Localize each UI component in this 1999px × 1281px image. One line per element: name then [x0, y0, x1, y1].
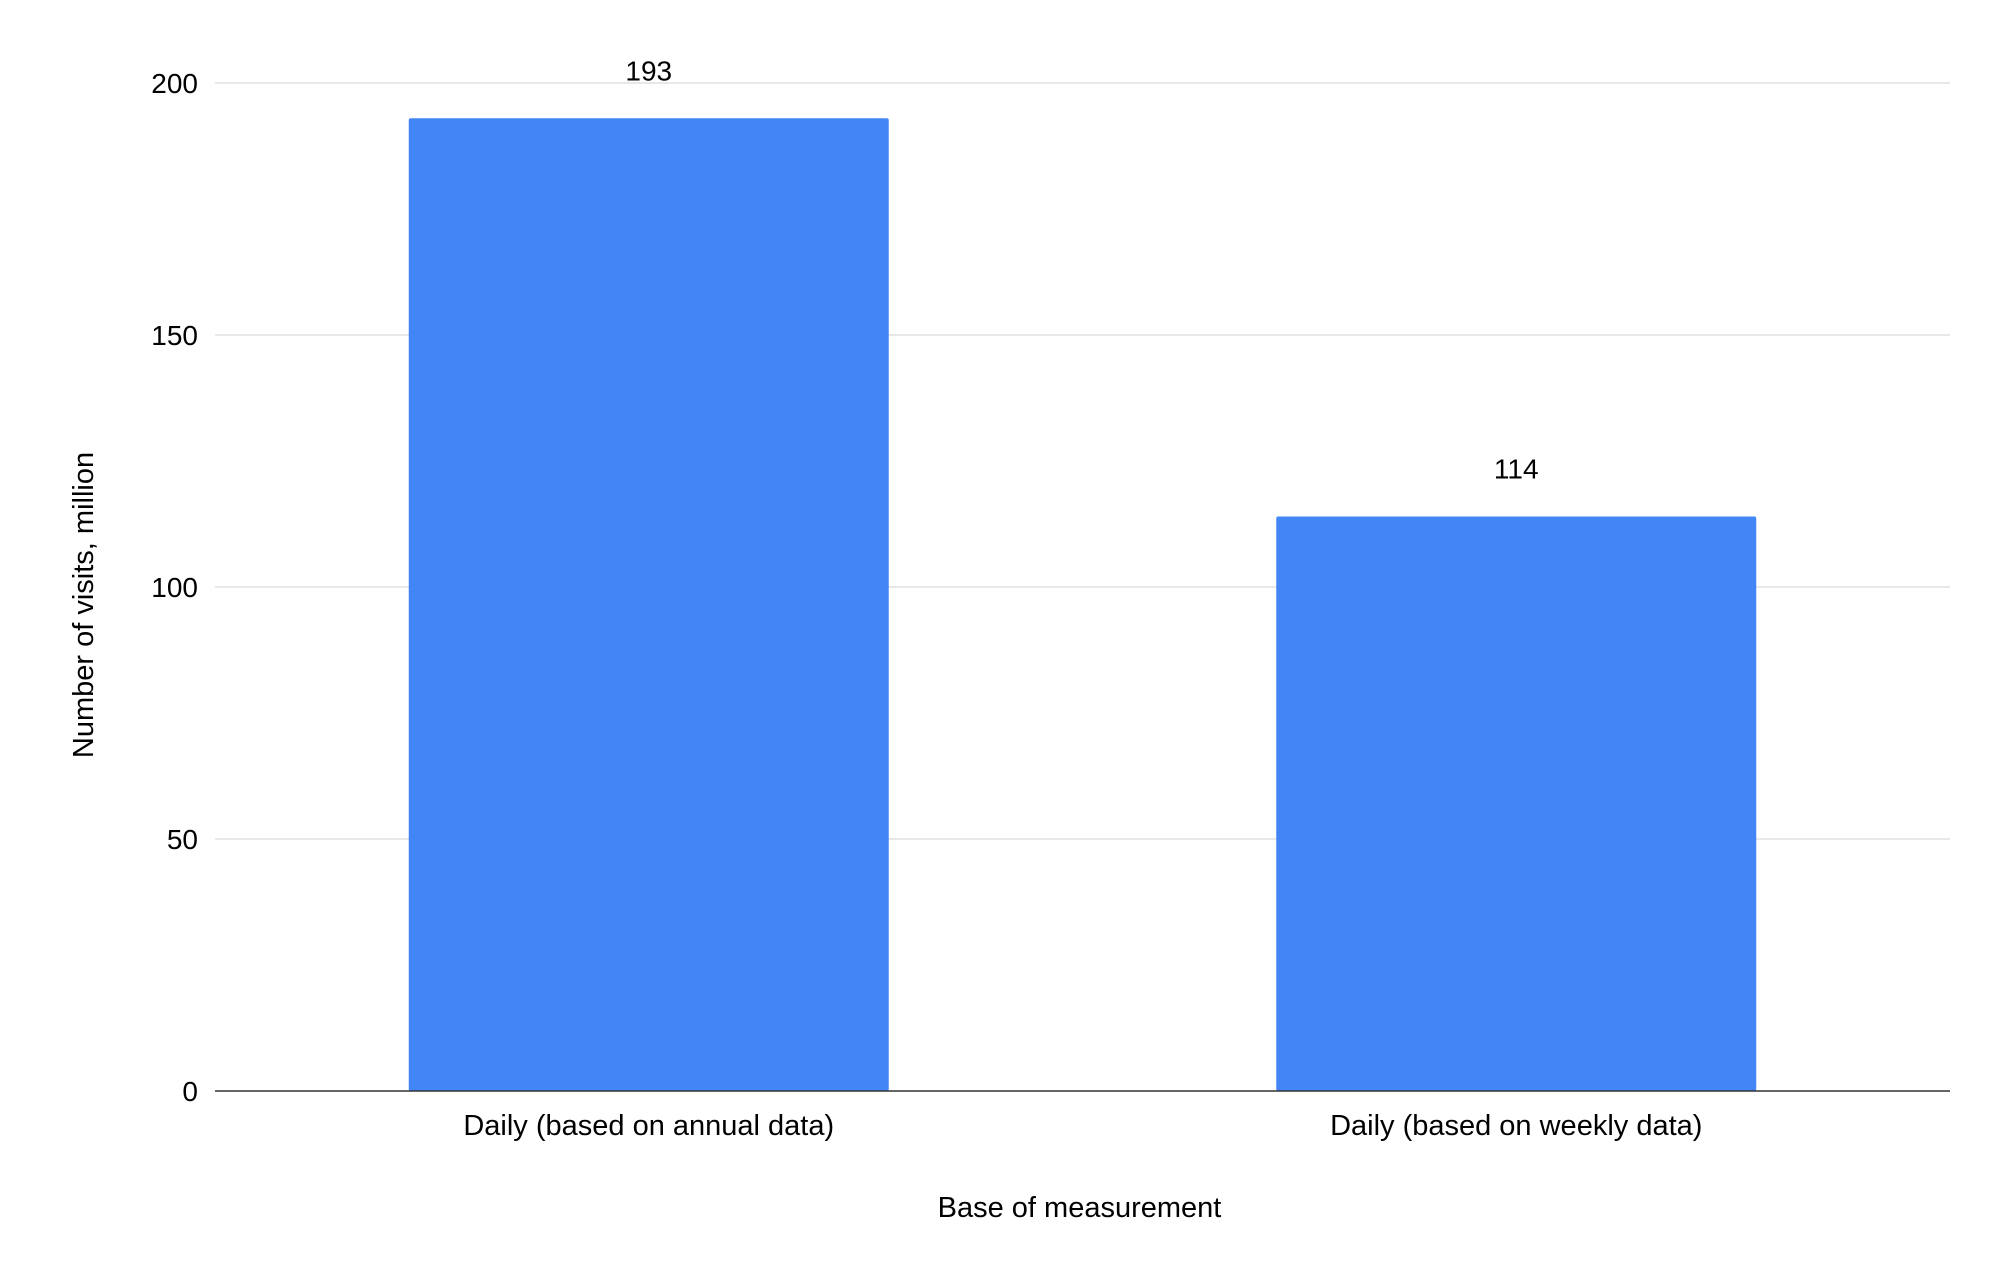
x-axis-title: Base of measurement [938, 1192, 1222, 1224]
data-labels: 193 114 [625, 55, 1538, 484]
bar [1276, 516, 1757, 1091]
data-label: 114 [1494, 453, 1539, 484]
bars [408, 118, 1757, 1091]
y-tick-label: 150 [151, 320, 198, 351]
y-axis-title: Number of visits, million [68, 452, 100, 758]
data-label: 193 [625, 55, 672, 86]
y-tick-label: 200 [151, 68, 198, 99]
y-axis-ticks: 0 50 100 150 200 [151, 68, 198, 1107]
y-tick-label: 50 [167, 824, 198, 855]
x-tick-label: Daily (based on annual data) [463, 1110, 834, 1142]
x-axis-ticks: Daily (based on annual data) Daily (based… [463, 1110, 1702, 1142]
bar [408, 118, 889, 1091]
y-tick-label: 100 [151, 572, 198, 603]
x-tick-label: Daily (based on weekly data) [1330, 1110, 1702, 1142]
y-tick-label: 0 [182, 1076, 198, 1107]
